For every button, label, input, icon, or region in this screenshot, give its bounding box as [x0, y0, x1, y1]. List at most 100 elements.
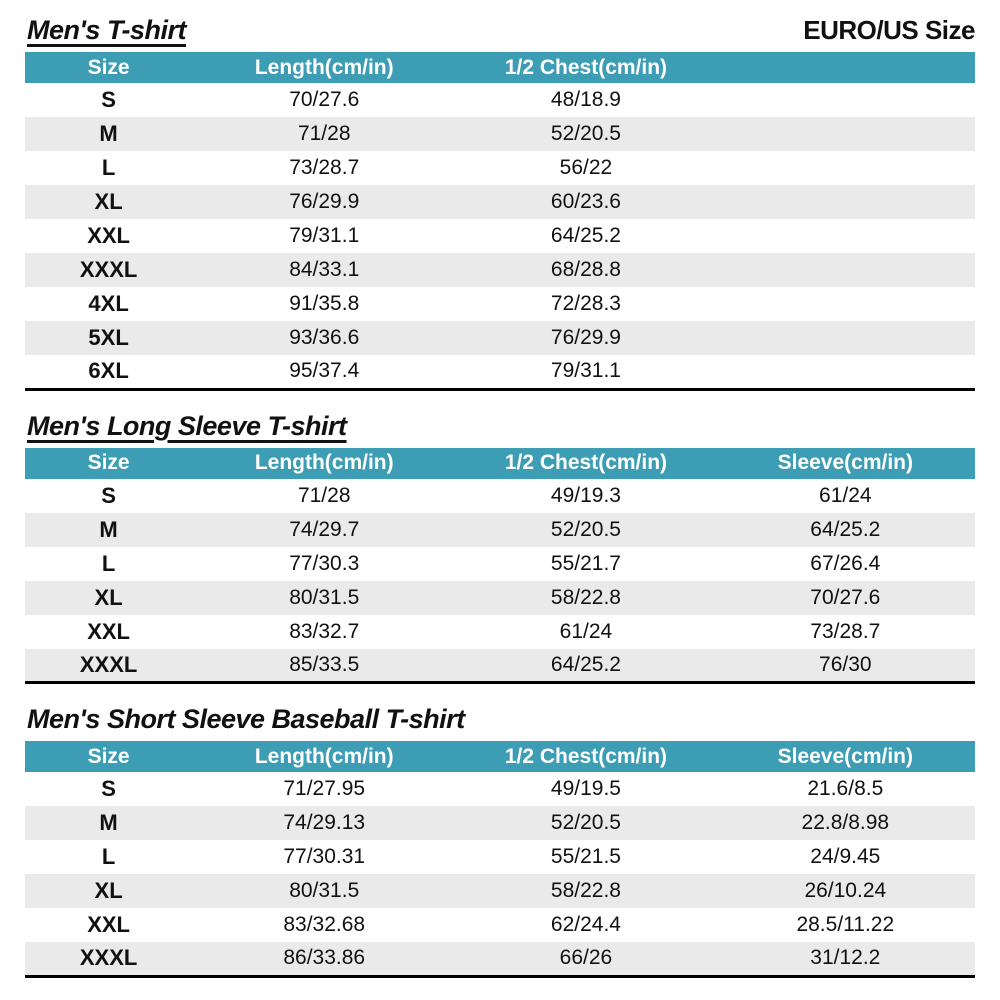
size-cell: XXL: [25, 908, 193, 942]
value-cell: 58/22.8: [456, 580, 716, 615]
section-mens-tshirt: Men's T-shirt EURO/US Size Size Length(cm…: [25, 14, 975, 391]
size-chart-page: Men's T-shirt EURO/US Size Size Length(cm…: [25, 14, 975, 978]
value-cell: 24/9.45: [715, 840, 975, 874]
value-cell: 48/18.9: [456, 83, 716, 117]
table-row: XL 80/31.5 58/22.8 26/10.24: [25, 874, 975, 908]
size-cell: L: [25, 840, 193, 874]
value-cell: 52/20.5: [456, 806, 716, 840]
value-cell: 76/29.9: [192, 185, 457, 219]
size-table-mens-baseball-tshirt: Size Length(cm/in) 1/2 Chest(cm/in) Sleeve(…: [25, 741, 975, 978]
value-cell: 83/32.68: [192, 908, 457, 942]
table-row: 6XL 95/37.4 79/31.1: [25, 355, 975, 389]
table-row: L 73/28.7 56/22: [25, 151, 975, 185]
column-header: Size: [25, 52, 193, 83]
table-row: XXL 83/32.68 62/24.4 28.5/11.22: [25, 908, 975, 942]
column-header: [715, 52, 975, 83]
value-cell: 52/20.5: [456, 117, 716, 151]
size-cell: 6XL: [25, 355, 193, 389]
header-row: Size Length(cm/in) 1/2 Chest(cm/in): [25, 52, 975, 83]
table-row: S 71/28 49/19.3 61/24: [25, 478, 975, 513]
value-cell: 60/23.6: [456, 185, 716, 219]
size-table-mens-tshirt: Size Length(cm/in) 1/2 Chest(cm/in) S 70/27…: [25, 52, 975, 391]
value-cell: 76/29.9: [456, 321, 716, 355]
table-row: XL 76/29.9 60/23.6: [25, 185, 975, 219]
value-cell: 76/30: [715, 648, 975, 683]
size-cell: XXL: [25, 614, 193, 649]
size-cell: S: [25, 83, 193, 117]
value-cell: 67/26.4: [715, 546, 975, 581]
value-cell: 95/37.4: [192, 355, 457, 389]
column-header: 1/2 Chest(cm/in): [456, 52, 716, 83]
size-cell: L: [25, 151, 193, 185]
column-header: Size: [25, 741, 193, 772]
value-cell: 86/33.86: [192, 942, 457, 976]
section-mens-long-sleeve: Men's Long Sleeve T-shirt Size Length(cm/…: [25, 410, 975, 684]
size-cell: XXXL: [25, 942, 193, 976]
value-cell: 31/12.2: [715, 942, 975, 976]
size-cell: S: [25, 478, 193, 513]
table-title-mens-baseball-tshirt: Men's Short Sleeve Baseball T-shirt: [27, 704, 465, 734]
value-cell: [715, 117, 975, 151]
value-cell: 70/27.6: [715, 580, 975, 615]
table-row: S 71/27.95 49/19.5 21.6/8.5: [25, 772, 975, 806]
value-cell: 85/33.5: [192, 648, 457, 683]
size-cell: M: [25, 806, 193, 840]
size-cell: XXL: [25, 219, 193, 253]
value-cell: [715, 219, 975, 253]
column-header: Sleeve(cm/in): [715, 447, 975, 479]
size-cell: 5XL: [25, 321, 193, 355]
value-cell: 79/31.1: [456, 355, 716, 389]
value-cell: 79/31.1: [192, 219, 457, 253]
column-header: 1/2 Chest(cm/in): [456, 447, 716, 479]
value-cell: 64/25.2: [456, 648, 716, 683]
size-cell: XL: [25, 874, 193, 908]
value-cell: 77/30.31: [192, 840, 457, 874]
table-row: L 77/30.3 55/21.7 67/26.4: [25, 546, 975, 581]
value-cell: 70/27.6: [192, 83, 457, 117]
table-row: XXXL 84/33.1 68/28.8: [25, 253, 975, 287]
value-cell: [715, 321, 975, 355]
value-cell: 73/28.7: [192, 151, 457, 185]
value-cell: 49/19.3: [456, 478, 716, 513]
value-cell: 49/19.5: [456, 772, 716, 806]
value-cell: [715, 151, 975, 185]
column-header: Length(cm/in): [192, 447, 457, 479]
value-cell: 71/28: [192, 117, 457, 151]
column-header: Size: [25, 447, 193, 479]
value-cell: 56/22: [456, 151, 716, 185]
column-header: Length(cm/in): [192, 741, 457, 772]
value-cell: [715, 185, 975, 219]
value-cell: 83/32.7: [192, 614, 457, 649]
table-row: M 74/29.13 52/20.5 22.8/8.98: [25, 806, 975, 840]
value-cell: [715, 287, 975, 321]
value-cell: [715, 253, 975, 287]
value-cell: 91/35.8: [192, 287, 457, 321]
table-row: 5XL 93/36.6 76/29.9: [25, 321, 975, 355]
value-cell: 22.8/8.98: [715, 806, 975, 840]
column-header: 1/2 Chest(cm/in): [456, 741, 716, 772]
value-cell: 80/31.5: [192, 874, 457, 908]
value-cell: 84/33.1: [192, 253, 457, 287]
size-standard-label: EURO/US Size: [803, 15, 975, 45]
table-title-mens-long-sleeve: Men's Long Sleeve T-shirt: [27, 410, 347, 441]
size-cell: XL: [25, 185, 193, 219]
value-cell: 72/28.3: [456, 287, 716, 321]
value-cell: [715, 83, 975, 117]
value-cell: 62/24.4: [456, 908, 716, 942]
value-cell: 66/26: [456, 942, 716, 976]
value-cell: 52/20.5: [456, 512, 716, 547]
table-row: 4XL 91/35.8 72/28.3: [25, 287, 975, 321]
value-cell: 80/31.5: [192, 580, 457, 615]
size-cell: S: [25, 772, 193, 806]
value-cell: 93/36.6: [192, 321, 457, 355]
page-header: Men's T-shirt EURO/US Size: [25, 14, 975, 52]
table-title-mens-tshirt: Men's T-shirt: [27, 15, 186, 45]
value-cell: 26/10.24: [715, 874, 975, 908]
value-cell: 77/30.3: [192, 546, 457, 581]
value-cell: 71/28: [192, 478, 457, 513]
value-cell: 21.6/8.5: [715, 772, 975, 806]
size-table-mens-long-sleeve: Size Length(cm/in) 1/2 Chest(cm/in) Sleeve(…: [25, 447, 975, 684]
value-cell: 73/28.7: [715, 614, 975, 649]
value-cell: 74/29.13: [192, 806, 457, 840]
table-row: XL 80/31.5 58/22.8 70/27.6: [25, 580, 975, 615]
